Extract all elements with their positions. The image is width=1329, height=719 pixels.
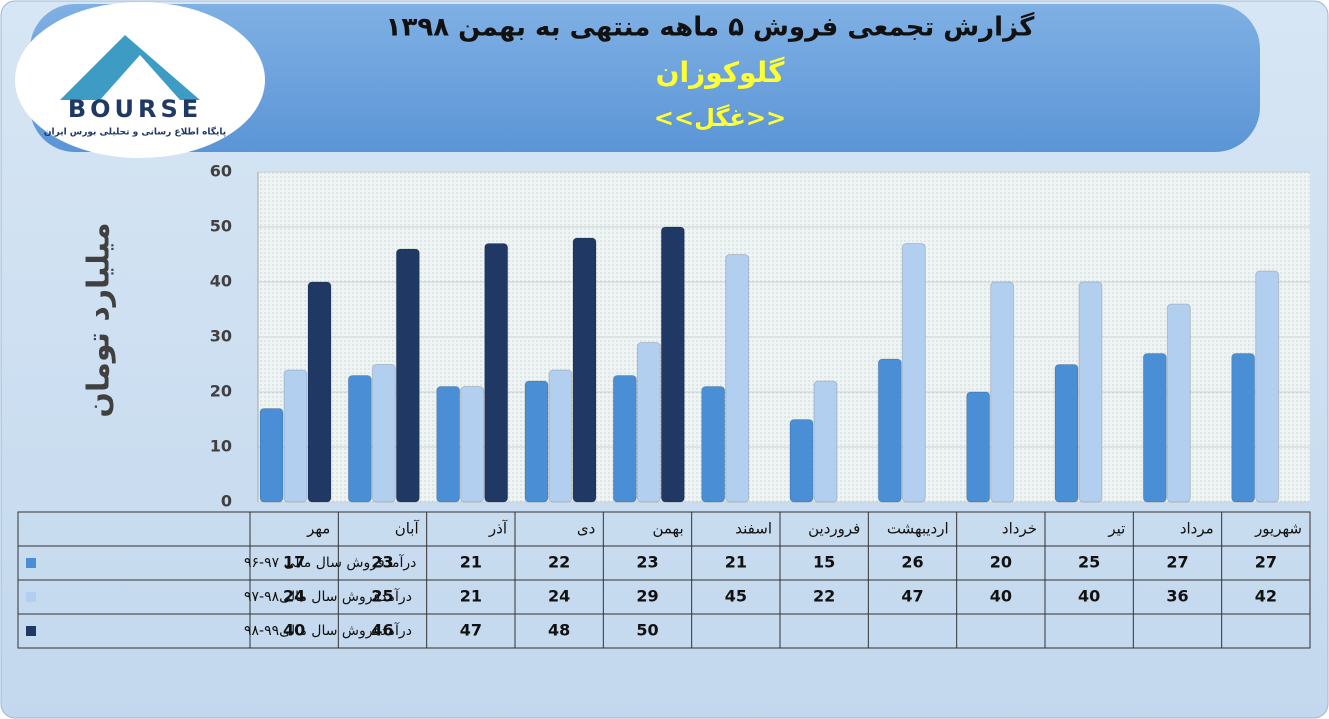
bar: [1255, 270, 1280, 503]
table-value: 24: [548, 587, 570, 606]
table-value: 21: [725, 553, 747, 572]
table-value: 40: [283, 621, 305, 640]
bar: [877, 358, 902, 503]
bar: [1231, 353, 1256, 503]
bar: [990, 281, 1015, 503]
x-tick-label: تیر: [1107, 520, 1125, 538]
table-value: 22: [548, 553, 570, 572]
x-tick-label: آذر: [488, 520, 508, 538]
legend-label: درآمدفروش سال مالی۹۹-۹۸: [244, 622, 412, 639]
bar: [725, 254, 750, 503]
bar: [789, 419, 814, 503]
table-value: 23: [371, 553, 393, 572]
x-tick-label: آبان: [395, 520, 420, 538]
table-value: 48: [548, 621, 570, 640]
chart-subtitle: گلوکوزان: [656, 56, 785, 89]
chart-title: گزارش تجمعی فروش ۵ ماهه منتهی به بهمن ۱۳…: [386, 12, 1036, 43]
logo-name: BOURSE: [68, 95, 202, 123]
x-tick-label: دی: [577, 520, 595, 538]
x-tick-label: مرداد: [1180, 520, 1214, 538]
bar: [307, 281, 332, 503]
table-value: 40: [990, 587, 1012, 606]
bar: [966, 391, 991, 503]
x-tick-label: مهر: [306, 520, 330, 538]
table-value: 25: [371, 587, 393, 606]
table-value: 22: [813, 587, 835, 606]
table-value: 24: [283, 587, 305, 606]
bar: [347, 375, 372, 503]
table-value: 23: [636, 553, 658, 572]
table-value: 15: [813, 553, 835, 572]
table-value: 50: [636, 621, 658, 640]
table-value: 20: [990, 553, 1012, 572]
y-tick-label: 60: [210, 162, 232, 181]
x-tick-label: فروردین: [808, 520, 860, 538]
table-value: 47: [460, 621, 482, 640]
bar: [371, 364, 396, 503]
table-value: 25: [1078, 553, 1100, 572]
y-tick-label: 30: [210, 327, 232, 346]
header-banner: [30, 4, 1260, 152]
table-value: 21: [460, 587, 482, 606]
bar: [1166, 303, 1191, 503]
table-value: 27: [1166, 553, 1188, 572]
bar: [901, 243, 926, 503]
table-value: 21: [460, 553, 482, 572]
bar: [1078, 281, 1103, 503]
x-tick-label: اسفند: [735, 520, 772, 538]
chart-symbol: <<غگل>>: [654, 104, 786, 132]
table-value: 27: [1255, 553, 1277, 572]
table-value: 40: [1078, 587, 1100, 606]
bar: [484, 243, 509, 503]
bar: [524, 380, 549, 503]
bar: [1142, 353, 1167, 503]
table-value: 47: [901, 587, 923, 606]
bar: [259, 408, 284, 503]
table-value: 17: [283, 553, 305, 572]
legend-swatch: [26, 592, 36, 602]
bar: [1054, 364, 1079, 503]
table-value: 46: [371, 621, 393, 640]
logo-tagline: پایگاه اطلاع رسانی و تحلیلی بورس ایران: [44, 126, 226, 138]
bar: [636, 342, 661, 503]
table-value: 26: [901, 553, 923, 572]
legend-swatch: [26, 626, 36, 636]
bar: [460, 386, 485, 503]
bar: [283, 369, 308, 503]
bar: [548, 369, 573, 503]
x-tick-label: خرداد: [1002, 520, 1037, 538]
bar: [813, 380, 838, 503]
legend-label: درآمدفروش سال مالی ۹۷-۹۶: [244, 554, 416, 571]
bar: [701, 386, 726, 503]
logo-shape: [100, 55, 180, 100]
y-tick-label: 50: [210, 217, 232, 236]
legend-swatch: [26, 558, 36, 568]
bar: [572, 237, 597, 503]
bar: [660, 226, 685, 503]
bar: [436, 386, 461, 503]
table-value: 29: [636, 587, 658, 606]
legend-label: درآمدفروش سال مالی۹۸-۹۷: [244, 588, 412, 605]
bar: [612, 375, 637, 503]
y-tick-label: 0: [221, 492, 232, 511]
x-tick-label: اردیبهشت: [887, 520, 949, 538]
x-tick-label: شهریور: [1254, 520, 1302, 538]
bar: [395, 248, 420, 503]
y-tick-label: 40: [210, 272, 232, 291]
y-tick-label: 10: [210, 437, 232, 456]
y-axis-label: میلیارد تومان: [82, 222, 117, 417]
y-tick-label: 20: [210, 382, 232, 401]
x-tick-label: بهمن: [652, 520, 683, 538]
table-value: 45: [725, 587, 747, 606]
table-value: 42: [1255, 587, 1277, 606]
table-value: 36: [1166, 587, 1188, 606]
